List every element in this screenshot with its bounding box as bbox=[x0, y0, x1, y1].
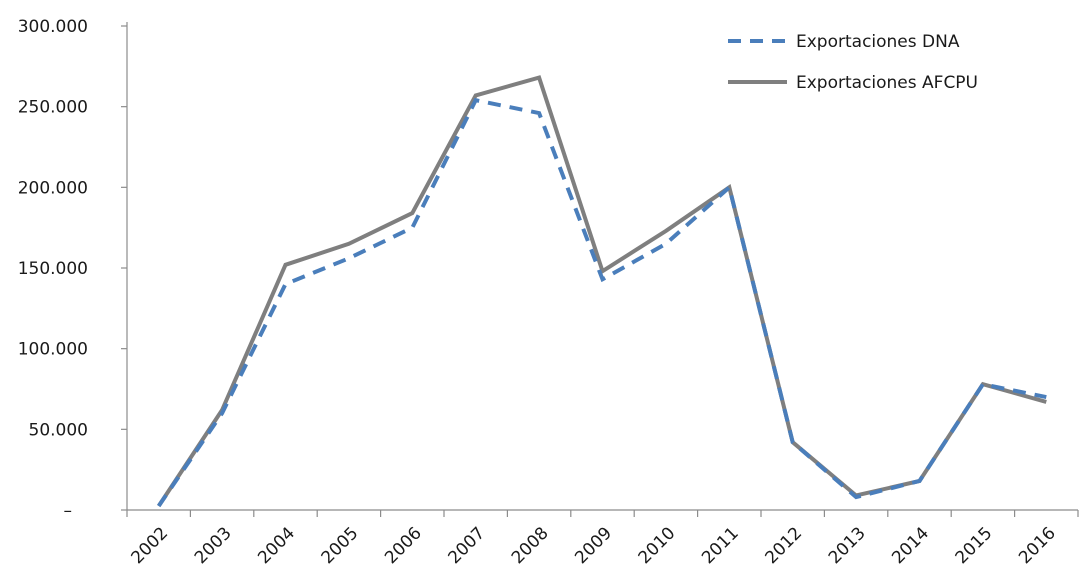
x-axis-ticks: 2002 2003 2004 2005 2006 2007 2008 2009 2010 2011… bbox=[126, 510, 1079, 568]
x-tick-label: 2011 bbox=[698, 523, 743, 568]
axes bbox=[126, 22, 1078, 511]
legend-label-1: Exportaciones AFCPU bbox=[796, 73, 978, 93]
x-tick-label: 2010 bbox=[635, 523, 680, 568]
x-tick-label: 2012 bbox=[762, 523, 807, 568]
y-tick-label: 150.000 bbox=[18, 259, 88, 279]
x-tick-label: 2015 bbox=[952, 523, 997, 568]
y-tick-label: 50.000 bbox=[29, 420, 88, 440]
x-tick-label: 2003 bbox=[191, 523, 236, 568]
legend: Exportaciones DNA Exportaciones AFCPU bbox=[728, 32, 978, 93]
y-tick-label: – bbox=[64, 501, 73, 521]
x-tick-label: 2006 bbox=[381, 523, 426, 568]
x-tick-label: 2009 bbox=[571, 523, 616, 568]
y-axis-ticks: – 50.000 100.000 150.000 200.000 250.000 300.0… bbox=[18, 17, 127, 521]
x-tick-label: 2014 bbox=[888, 523, 933, 568]
x-tick-label: 2005 bbox=[318, 523, 363, 568]
series-line-1 bbox=[157, 75, 1047, 508]
x-tick-label: 2004 bbox=[254, 523, 299, 568]
x-tick-label: 2002 bbox=[127, 523, 172, 568]
x-tick-label: 2007 bbox=[445, 523, 490, 568]
x-tick-label: 2013 bbox=[825, 523, 870, 568]
y-tick-label: 200.000 bbox=[18, 178, 88, 198]
y-tick-label: 100.000 bbox=[18, 340, 88, 360]
x-tick-label: 2016 bbox=[1015, 523, 1060, 568]
y-tick-label: 300.000 bbox=[18, 17, 88, 37]
legend-label-0: Exportaciones DNA bbox=[796, 32, 960, 52]
y-tick-label: 250.000 bbox=[18, 98, 88, 118]
x-tick-label: 2008 bbox=[508, 523, 553, 568]
series-layer bbox=[157, 75, 1047, 508]
series-line-0 bbox=[157, 97, 1047, 508]
